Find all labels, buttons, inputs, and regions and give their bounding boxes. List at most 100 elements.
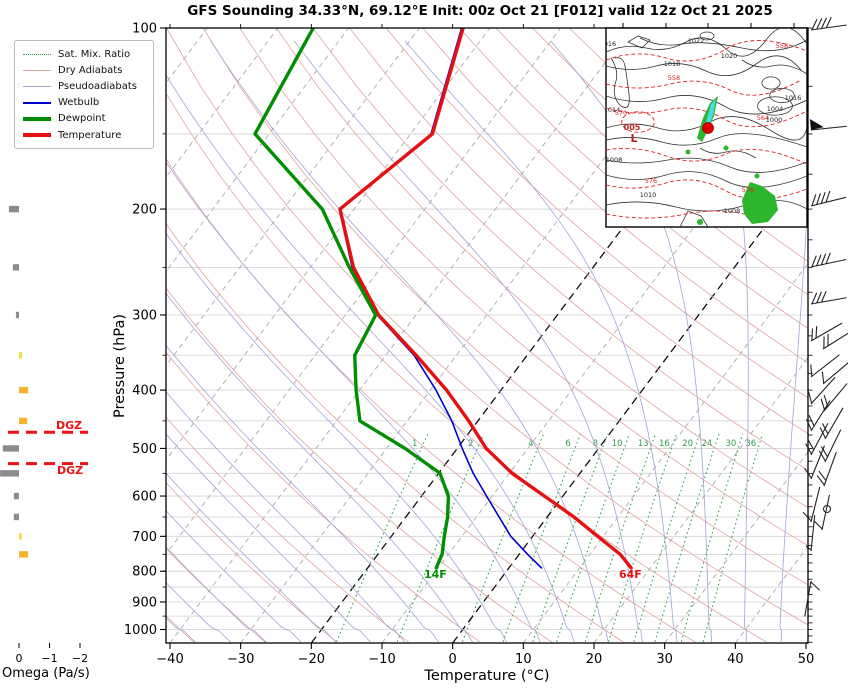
isotherm (166, 28, 491, 461)
wind-barb-staff (810, 400, 831, 432)
temperature-line-sample (23, 133, 51, 138)
pseudoadiabat (210, 40, 609, 643)
dry-adiabat (312, 28, 808, 471)
map-pressure-contour (610, 57, 630, 108)
map-contour-label: 558 (668, 74, 680, 82)
wetbulb-line-sample (23, 101, 51, 104)
wind-barb-column (802, 16, 848, 617)
pseudoadiabat (404, 40, 678, 643)
pressure-tick-label: 300 (132, 308, 157, 323)
map-pressure-contour (606, 171, 807, 188)
temperature-tick-label: 40 (727, 652, 744, 667)
omega-bar (12, 264, 19, 271)
isotherm (664, 451, 808, 643)
mixing-ratio-label: 30 (725, 439, 736, 449)
wind-barb (810, 322, 843, 342)
omega-bar (15, 311, 19, 319)
pseudoadiabat (166, 581, 232, 643)
dewpoint-profile (253, 28, 451, 570)
pseudoadiabat (166, 472, 337, 643)
wind-barb-staff (810, 486, 821, 523)
legend-label: Dry Adiabats (58, 64, 123, 76)
wind-barb-feather (820, 191, 826, 204)
dry-adiabat (495, 28, 808, 296)
omega-axis-label: Omega (Pa/s) (2, 666, 90, 681)
wind-barb-staff (810, 125, 847, 131)
pseudoadiabat (166, 161, 541, 643)
wind-barb-feather (805, 443, 812, 455)
omega-bar (19, 417, 28, 425)
omega-bar (13, 492, 19, 500)
wind-barb-staff (810, 445, 825, 480)
wind-barb (805, 515, 816, 552)
map-contour-label: 1004 (767, 105, 784, 113)
wind-barb-feather (825, 16, 832, 29)
wind-barb-feather (810, 364, 813, 377)
map-precip-spot (697, 219, 703, 225)
pressure-tick-label: 700 (132, 530, 157, 545)
map-low-value-label: 005 (624, 123, 641, 132)
wind-barb-feather (825, 190, 831, 203)
wind-barb-feather (802, 511, 812, 522)
wind-barb-feather (816, 475, 825, 486)
isotherm (522, 262, 808, 643)
dry-adiabat (166, 287, 553, 643)
wind-barb-staff (822, 329, 848, 350)
sat-mix-ratio-lines (335, 433, 764, 642)
legend-item-wetbulb: Wetbulb (23, 95, 147, 111)
dry-adiabat (422, 28, 808, 364)
legend-item-pseudoadiabats: Pseudoadiabats (23, 78, 147, 94)
wind-barb-feather (811, 194, 817, 206)
map-contour-label: 1000 (766, 116, 783, 124)
wind-barb-feather (820, 253, 827, 265)
wind-barb-feather (820, 398, 826, 411)
pressure-axis-label: Pressure (hPa) (112, 313, 128, 418)
mixing-ratio-label: 13 (638, 439, 649, 449)
wind-barb-feather (816, 193, 822, 205)
sat-mix-ratio-line (633, 433, 701, 642)
wind-barb (810, 16, 847, 31)
map-pressure-contour (761, 76, 781, 90)
legend-item-dry-adiabats: Dry Adiabats (23, 62, 147, 78)
wind-barb-staff (810, 322, 843, 342)
wind-barb-feather (811, 255, 817, 267)
pseudoadiabat (702, 40, 749, 643)
temperature-tick-label: −20 (298, 652, 325, 667)
map-pressure-contour (679, 210, 709, 227)
wind-barb-feather (816, 291, 822, 304)
map-contour-label: 576 (645, 177, 657, 185)
wind-barb-feather (816, 18, 823, 30)
sounding-profiles (253, 28, 633, 570)
dry-adiabat (202, 28, 808, 586)
wind-barb-feather (811, 328, 814, 341)
map-contour-label: 016 (604, 40, 616, 48)
sat-mix-ratio-line (502, 433, 582, 642)
map-contour-label: 570 (615, 109, 627, 117)
map-pressure-contour (699, 31, 715, 41)
map-thickness-contour (606, 210, 767, 221)
omega-bar (0, 470, 19, 477)
pseudoadiabat (166, 546, 267, 643)
map-contour-label: 564 (757, 114, 769, 122)
map-pressure-contour (699, 147, 757, 159)
map-contour-label: 1016 (785, 94, 802, 102)
wind-barb (810, 252, 847, 268)
pseudoadiabat (166, 292, 473, 643)
map-precip-spot (754, 173, 760, 179)
wind-barb (810, 190, 847, 207)
dry-adiabat (166, 28, 808, 626)
wind-barb-feather (820, 446, 829, 458)
pseudoadiabat (779, 189, 808, 643)
temperature-tick-label: 50 (798, 652, 815, 667)
dry-adiabat (166, 157, 696, 643)
sat-mix-ratio-line (607, 433, 678, 642)
map-pressure-contour (606, 95, 807, 115)
map-precip-area (742, 182, 778, 224)
wind-barb-staff (810, 196, 847, 207)
temperature-tick-label: 0 (449, 652, 457, 667)
wind-barb-feather (811, 18, 818, 31)
